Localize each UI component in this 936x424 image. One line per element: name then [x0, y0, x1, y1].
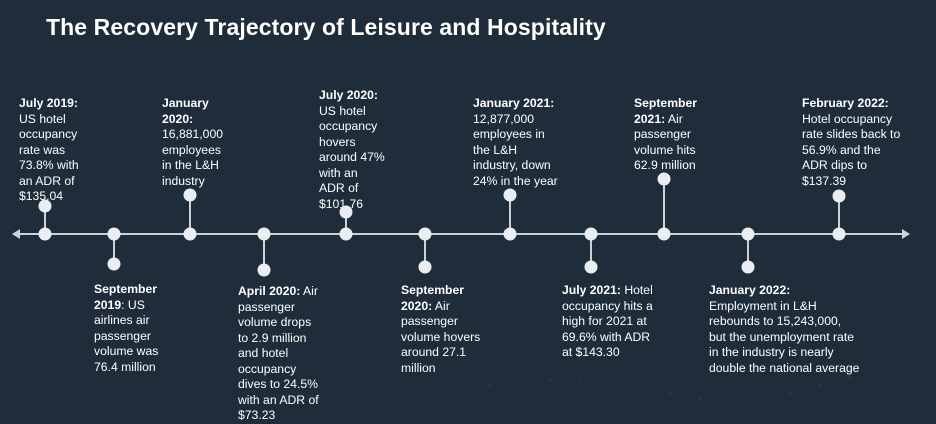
event-text: Hotel occupancy hits a high for 2021 at …	[562, 283, 653, 359]
marker-dot	[503, 188, 517, 202]
marker-dot	[257, 263, 271, 277]
event-date: January 2020:	[162, 96, 209, 126]
event-text: Air passenger volume drops to 2.9 millio…	[238, 284, 319, 422]
event-label-jul-2020: July 2020: US hotel occupancy hovers aro…	[319, 88, 414, 212]
event-text: US hotel occupancy rate was 73.8% with a…	[19, 111, 79, 204]
axis-dot	[418, 227, 432, 241]
stem	[838, 196, 840, 234]
axis-dot	[741, 227, 755, 241]
event-label-sep-2019: September 2019: US airlines air passenge…	[94, 282, 194, 375]
event-date: July 2021:	[562, 283, 621, 297]
stem	[747, 234, 749, 267]
event-label-sep-2020: September 2020: Air passenger volume hov…	[401, 283, 506, 376]
stem	[113, 234, 115, 264]
axis-dot	[257, 227, 271, 241]
axis-dot	[657, 227, 671, 241]
page-title: The Recovery Trajectory of Leisure and H…	[46, 14, 606, 40]
event-label-jan-2022: January 2022: Employment in L&H rebounds…	[709, 283, 879, 376]
arrow-left-icon	[12, 229, 20, 239]
stem	[509, 195, 511, 234]
marker-dot	[183, 188, 197, 202]
event-date: September 2021:	[634, 96, 697, 126]
axis-dot	[584, 227, 598, 241]
event-date: September 2019	[94, 282, 157, 312]
stem	[44, 207, 46, 234]
event-date: February 2022:	[802, 96, 889, 110]
stem	[424, 234, 426, 268]
background-wave-decoration	[398, 366, 922, 417]
marker-dot	[38, 199, 52, 213]
event-label-jul-2019: July 2019: US hotel occupancy rate was 7…	[19, 96, 114, 205]
stem	[590, 234, 592, 268]
axis-dot	[107, 227, 121, 241]
axis-dot	[38, 227, 52, 241]
axis-dot	[832, 227, 846, 241]
event-date: September 2020:	[401, 283, 464, 313]
marker-dot	[418, 260, 432, 274]
event-text: : US airlines air passenger volume was 7…	[94, 297, 159, 374]
marker-dot	[339, 205, 353, 219]
stem	[189, 195, 191, 234]
event-label-jan-2021: January 2021: 12,877,000 employees in th…	[473, 96, 583, 189]
event-text: 16,881,000 employees in the L&H industry	[162, 127, 223, 188]
event-label-jul-2021: July 2021: Hotel occupancy hits a high f…	[562, 283, 672, 361]
event-date: April 2020:	[238, 284, 301, 298]
event-label-sep-2021: September 2021: Air passenger volume hit…	[634, 96, 729, 174]
stem	[263, 234, 265, 271]
event-text: Air passenger volume hits 62.9 million	[634, 111, 696, 173]
axis-dot	[339, 227, 353, 241]
stem	[345, 212, 347, 234]
event-label-feb-2022: February 2022: Hotel occupancy rate slid…	[802, 96, 922, 189]
event-text: US hotel occupancy hovers around 47% wit…	[319, 103, 385, 211]
event-text: Air passenger volume hovers around 27.1 …	[401, 298, 481, 375]
marker-dot	[741, 260, 755, 274]
event-date: July 2020:	[319, 88, 378, 102]
event-label-jan-2020: January 2020: 16,881,000 employees in th…	[162, 96, 257, 189]
marker-dot	[107, 257, 121, 271]
event-text: Hotel occupancy rate slides back to 56.9…	[802, 111, 901, 188]
event-date: January 2022:	[709, 283, 791, 297]
event-label-apr-2020: April 2020: Air passenger volume drops t…	[238, 284, 343, 424]
event-date: July 2019:	[19, 96, 78, 110]
marker-dot	[657, 172, 671, 186]
marker-dot	[832, 189, 846, 203]
axis-dot	[183, 227, 197, 241]
event-text: 12,877,000 employees in the L&H industry…	[473, 111, 558, 188]
marker-dot	[584, 260, 598, 274]
axis-dot	[503, 227, 517, 241]
arrow-right-icon	[902, 229, 910, 239]
event-text: Employment in L&H rebounds to 15,243,000…	[709, 298, 860, 375]
timeline-axis	[18, 233, 908, 235]
stem	[663, 179, 665, 234]
event-date: January 2021:	[473, 96, 555, 110]
